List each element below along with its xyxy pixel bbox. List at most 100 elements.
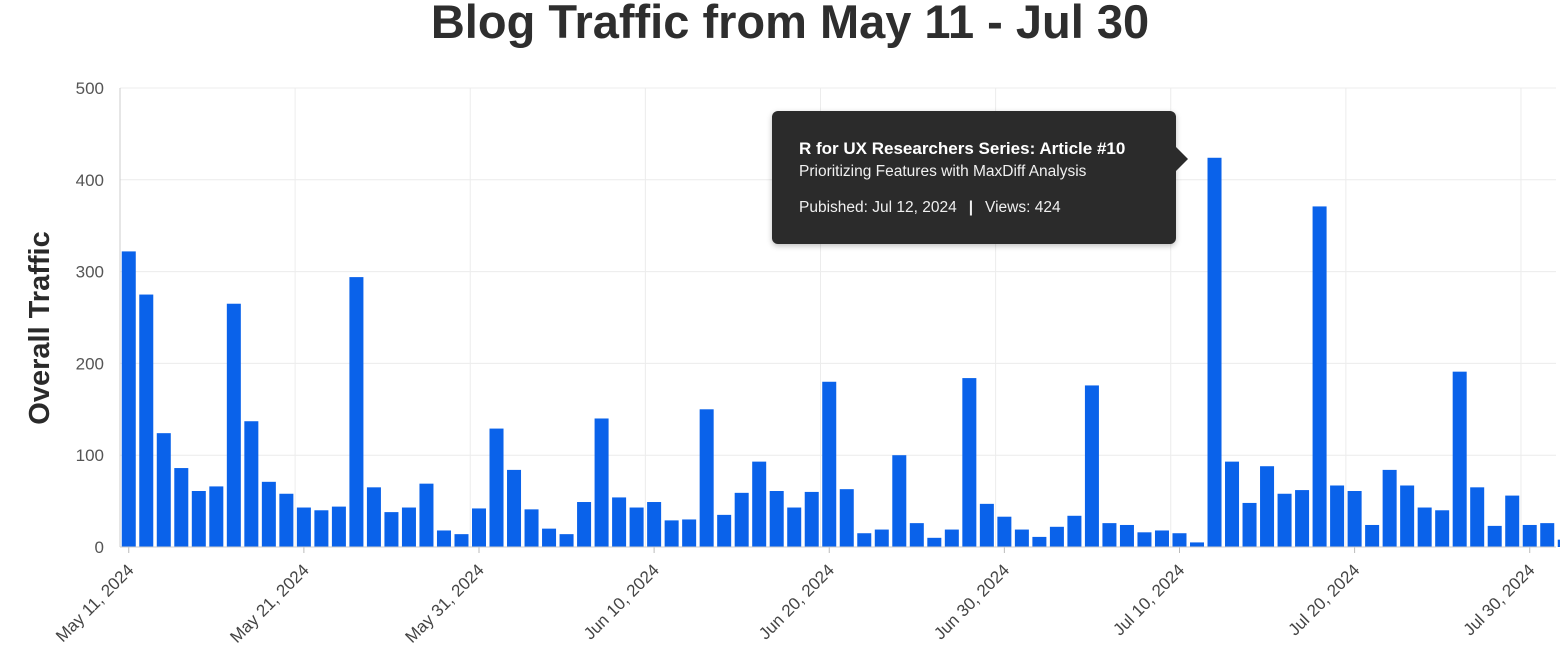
bar[interactable] <box>226 303 241 547</box>
bar[interactable] <box>1242 502 1257 547</box>
x-tick-label: May 21, 2024 <box>226 560 312 646</box>
bar[interactable] <box>1102 523 1117 547</box>
bar[interactable] <box>822 381 837 547</box>
bar[interactable] <box>1330 485 1345 547</box>
bar[interactable] <box>612 497 627 547</box>
bar[interactable] <box>1452 371 1467 547</box>
y-axis-label: Overall Traffic <box>24 231 56 424</box>
bar[interactable] <box>577 502 592 547</box>
bar[interactable] <box>1207 157 1222 547</box>
bar[interactable] <box>979 503 994 547</box>
bar[interactable] <box>1540 523 1555 547</box>
bar[interactable] <box>559 534 574 547</box>
bar[interactable] <box>1505 495 1520 547</box>
bar[interactable] <box>279 493 294 547</box>
bar[interactable] <box>734 492 749 547</box>
bar[interactable] <box>542 528 557 547</box>
x-tick-label: Jul 10, 2024 <box>1109 560 1188 639</box>
bar[interactable] <box>156 433 171 547</box>
bar[interactable] <box>997 516 1012 547</box>
bar[interactable] <box>331 506 346 547</box>
bar[interactable] <box>1260 466 1275 547</box>
bar[interactable] <box>839 489 854 547</box>
bar[interactable] <box>436 530 451 547</box>
bar[interactable] <box>121 251 136 548</box>
bar[interactable] <box>261 481 276 547</box>
bar[interactable] <box>892 455 907 547</box>
tooltip-views: Views: 424 <box>985 199 1061 216</box>
bar[interactable] <box>524 509 539 547</box>
bar[interactable] <box>804 491 819 547</box>
bar[interactable] <box>769 491 784 547</box>
bar[interactable] <box>314 510 329 547</box>
bar[interactable] <box>1347 491 1362 547</box>
bar[interactable] <box>717 514 732 547</box>
bar[interactable] <box>909 523 924 547</box>
bar[interactable] <box>699 409 714 547</box>
bar[interactable] <box>1084 385 1099 547</box>
x-tick-label: Jun 30, 2024 <box>930 560 1013 643</box>
bar[interactable] <box>1189 542 1205 547</box>
bar[interactable] <box>1400 485 1415 547</box>
tooltip-published: Pubished: Jul 12, 2024 <box>799 199 957 216</box>
bar[interactable] <box>191 491 206 547</box>
bar[interactable] <box>1365 524 1380 547</box>
bar[interactable] <box>1154 530 1169 547</box>
bar[interactable] <box>1225 461 1240 547</box>
bar[interactable] <box>1172 533 1187 547</box>
bar[interactable] <box>682 519 697 547</box>
bar[interactable] <box>944 529 959 547</box>
bar[interactable] <box>1557 539 1560 547</box>
bar[interactable] <box>647 502 662 547</box>
bar[interactable] <box>209 486 224 547</box>
bar[interactable] <box>787 507 802 547</box>
bar[interactable] <box>401 507 416 547</box>
bar[interactable] <box>1137 532 1152 547</box>
x-tick-label: May 11, 2024 <box>52 560 137 645</box>
x-tick-label: Jun 10, 2024 <box>580 560 663 643</box>
y-tick-label: 100 <box>76 446 104 465</box>
bar[interactable] <box>454 534 469 547</box>
x-tick-label: Jul 20, 2024 <box>1284 560 1363 639</box>
bar[interactable] <box>1417 507 1432 547</box>
bar[interactable] <box>1032 536 1047 547</box>
bar[interactable] <box>384 512 399 547</box>
bar[interactable] <box>296 507 311 547</box>
bar[interactable] <box>629 507 644 547</box>
bar[interactable] <box>507 469 522 547</box>
bar[interactable] <box>1014 529 1029 547</box>
bar[interactable] <box>1487 525 1502 547</box>
bar[interactable] <box>1470 487 1485 547</box>
bar[interactable] <box>366 487 381 547</box>
bar[interactable] <box>857 533 872 547</box>
bar[interactable] <box>471 508 487 547</box>
bar[interactable] <box>962 378 977 547</box>
bar[interactable] <box>1119 524 1134 547</box>
bar[interactable] <box>419 483 434 547</box>
bar[interactable] <box>1049 526 1064 547</box>
bar[interactable] <box>139 294 154 547</box>
bar[interactable] <box>489 428 504 547</box>
bar[interactable] <box>752 461 767 547</box>
x-tick-label: Jul 30, 2024 <box>1460 560 1539 639</box>
bar[interactable] <box>1277 493 1292 547</box>
bar[interactable] <box>664 520 679 547</box>
bar[interactable] <box>244 421 259 547</box>
bar[interactable] <box>1382 469 1397 547</box>
y-tick-label: 500 <box>76 79 104 98</box>
bar[interactable] <box>927 537 942 547</box>
bar[interactable] <box>1067 515 1082 547</box>
y-tick-label: 0 <box>95 538 104 557</box>
bar[interactable] <box>1522 524 1537 547</box>
tooltip-meta: Pubished: Jul 12, 2024 | Views: 424 <box>799 198 1176 218</box>
bar[interactable] <box>1435 510 1450 547</box>
bar[interactable] <box>349 277 364 547</box>
bar[interactable] <box>1295 490 1310 547</box>
tooltip-title: R for UX Researchers Series: Article #10 <box>799 139 1126 158</box>
bar[interactable] <box>174 468 189 547</box>
x-tick-label: May 31, 2024 <box>402 560 488 646</box>
bar[interactable] <box>594 418 609 547</box>
bar[interactable] <box>1312 206 1327 547</box>
bar[interactable] <box>874 529 889 547</box>
bars <box>121 157 1560 548</box>
